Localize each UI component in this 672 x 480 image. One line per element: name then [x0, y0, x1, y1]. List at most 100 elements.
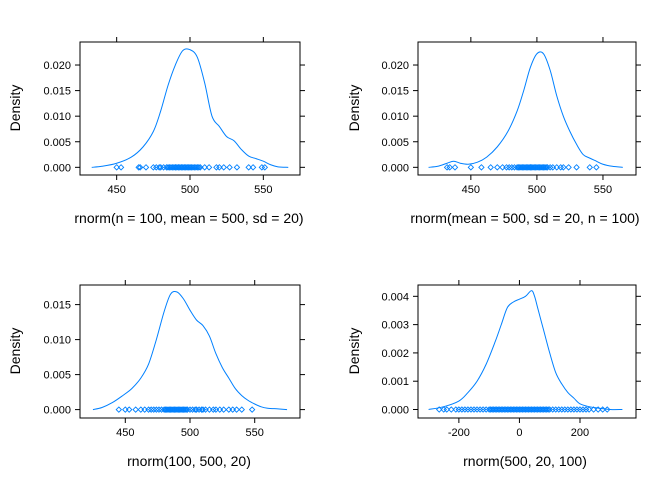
data-point [594, 406, 602, 413]
data-point [115, 406, 123, 413]
y-tick-label: 0.005 [43, 370, 71, 382]
data-point [205, 164, 213, 171]
density-curve [92, 290, 288, 411]
data-point [573, 164, 580, 171]
data-point [125, 406, 133, 413]
data-point [153, 406, 160, 413]
data-point [560, 164, 567, 171]
x-tick-label: 500 [181, 427, 199, 439]
data-point [451, 164, 459, 171]
x-tick-label: 200 [571, 427, 589, 439]
data-point [135, 164, 142, 171]
x-tick-label: -200 [448, 427, 470, 439]
y-tick-label: 0.002 [381, 348, 409, 360]
x-tick-label: 450 [107, 184, 125, 196]
density-panel-2: 450 500 550 0.000 0.005 0.010 0.015 0.020 rnorm(… [346, 37, 641, 226]
data-point [541, 164, 549, 171]
data-point [136, 164, 144, 171]
data-point [147, 406, 155, 413]
plot-frame [79, 284, 301, 419]
data-point [195, 164, 203, 171]
data-point [199, 406, 207, 413]
data-point [220, 164, 227, 171]
data-point [585, 406, 593, 413]
x-tick-label: 450 [116, 427, 134, 439]
x-axis-title: rnorm(n = 100, mean = 500, sd = 20) [74, 210, 303, 226]
x-tick-label: 0 [516, 427, 522, 439]
plot-frame [417, 41, 637, 176]
x-tick-label: 450 [462, 184, 480, 196]
data-point [117, 164, 125, 171]
y-tick-label: 0.005 [43, 137, 71, 149]
data-point [233, 406, 240, 413]
data-point [155, 406, 163, 413]
data-point [184, 406, 191, 413]
data-point [201, 164, 208, 171]
y-tick-label: 0.005 [381, 137, 409, 149]
x-axis-title: rnorm(100, 500, 20) [127, 453, 251, 469]
y-tick-label: 0.020 [43, 60, 71, 72]
x-axis-title: rnorm(mean = 500, sd = 20, n = 100) [410, 210, 639, 226]
data-point [132, 406, 139, 413]
data-point [197, 164, 204, 171]
data-point [467, 164, 475, 171]
data-point [249, 164, 257, 171]
y-tick-label: 0.000 [381, 405, 409, 417]
data-point [593, 164, 600, 171]
data-point [238, 406, 246, 413]
data-point [586, 164, 593, 171]
data-point [446, 164, 453, 171]
data-point [590, 406, 597, 413]
y-tick-label: 0.015 [43, 300, 71, 312]
data-point [220, 406, 227, 413]
x-tick-label: 550 [254, 184, 272, 196]
y-axis-title: Density [346, 328, 362, 375]
x-tick-label: 500 [181, 184, 199, 196]
data-point [599, 406, 606, 413]
data-point [505, 164, 513, 171]
data-point [181, 406, 189, 413]
data-point [478, 164, 485, 171]
y-tick-label: 0.010 [381, 111, 409, 123]
data-point [448, 406, 455, 413]
data-point [150, 406, 158, 413]
y-tick-label: 0.020 [381, 60, 409, 72]
data-point [233, 164, 241, 171]
y-axis-title: Density [346, 85, 362, 132]
data-point [544, 406, 552, 413]
density-curve [428, 51, 623, 168]
data-point [145, 406, 152, 413]
y-tick-label: 0.010 [43, 111, 71, 123]
data-point [494, 164, 501, 171]
data-point [193, 406, 200, 413]
plot-frame [79, 41, 301, 176]
data-point [210, 406, 217, 413]
data-point [503, 164, 510, 171]
y-tick-label: 0.004 [381, 291, 409, 303]
data-point [565, 164, 572, 171]
y-tick-label: 0.000 [43, 405, 71, 417]
data-point [443, 406, 451, 413]
y-axis-title: Density [7, 328, 23, 375]
data-point [487, 164, 494, 171]
data-point [226, 164, 233, 171]
y-tick-label: 0.001 [381, 376, 409, 388]
data-point [603, 406, 611, 413]
x-axis-title: rnorm(500, 20, 100) [463, 453, 587, 469]
data-point [557, 164, 564, 171]
y-tick-label: 0.015 [381, 86, 409, 98]
data-point [245, 164, 252, 171]
data-point [186, 406, 194, 413]
data-point [142, 164, 150, 171]
density-panel-4: -200 0 200 0.000 0.001 0.002 0.003 0.004 rnorm(5… [346, 280, 641, 469]
x-tick-label: 550 [246, 427, 264, 439]
x-tick-label: 550 [594, 184, 612, 196]
data-point [261, 164, 269, 171]
y-axis-title: Density [7, 85, 23, 132]
data-point [248, 406, 256, 413]
density-panel-3: 450 500 550 0.000 0.005 0.010 0.015 rnorm(100, … [7, 280, 305, 469]
data-point [435, 406, 443, 413]
y-tick-label: 0.010 [43, 335, 71, 347]
data-point [113, 164, 120, 171]
